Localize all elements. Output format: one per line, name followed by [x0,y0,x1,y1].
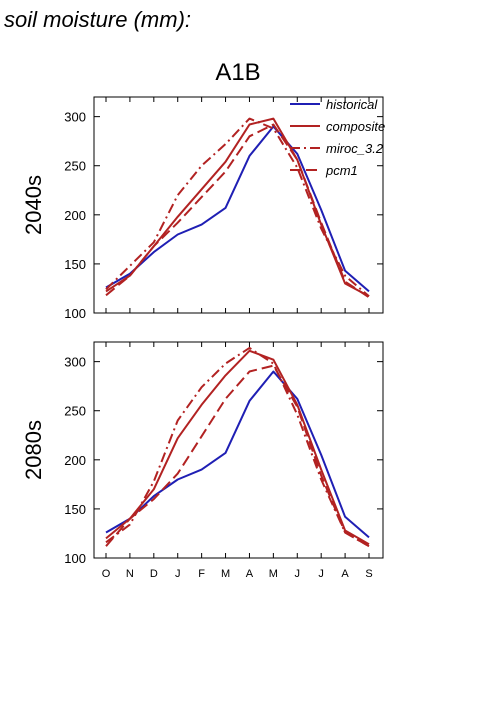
series-line-pcm1 [105,123,370,299]
row-label: 2040s [21,175,46,235]
x-tick-label: A [341,568,349,580]
page-title: soil moisture (mm): [4,7,191,32]
x-tick-label: D [150,568,158,580]
legend-label: pcm1 [325,163,358,178]
x-tick-label: J [295,568,301,580]
x-tick-label: M [221,568,230,580]
y-tick-label: 200 [64,208,86,223]
y-tick-label: 150 [64,502,86,517]
legend-label: historical [326,97,378,112]
x-tick-label: A [246,568,254,580]
legend-label: miroc_3.2 [326,141,384,156]
x-tick-label: S [365,568,372,580]
y-tick-label: 300 [64,110,86,125]
y-tick-label: 200 [64,453,86,468]
scenario-title: A1B [215,59,260,86]
series-line-historical [105,125,370,293]
series-line-miroc_3.2 [105,346,370,548]
x-tick-label: J [175,568,181,580]
x-tick-label: N [126,568,134,580]
plot-frame [93,341,384,559]
plot-frame [93,96,384,314]
y-tick-label: 150 [64,257,86,272]
series-line-miroc_3.2 [105,117,370,298]
x-tick-label: F [198,568,205,580]
panel-2080s: 100 150 200 250 300 O N D J F M A M J J A S 2080s [21,341,384,580]
series-line-composite [105,349,370,546]
y-tick-label: 250 [64,159,86,174]
x-tick-label: O [102,568,111,580]
y-tick-label: 100 [64,306,86,321]
legend-label: composite [326,119,385,134]
chart-panels: 100 150 200 250 300 2040s 100 150 200 250 300 O N D J F… [21,96,384,580]
legend: historical composite miroc_3.2 pcm1 [290,97,385,178]
series-line-historical [105,370,370,539]
series-line-pcm1 [105,364,370,548]
row-label: 2080s [21,420,46,480]
y-tick-label: 300 [64,355,86,370]
y-tick-label: 100 [64,551,86,566]
x-tick-label: M [269,568,278,580]
y-tick-label: 250 [64,404,86,419]
x-tick-label: J [318,568,324,580]
panel-2040s: 100 150 200 250 300 2040s [21,96,384,321]
